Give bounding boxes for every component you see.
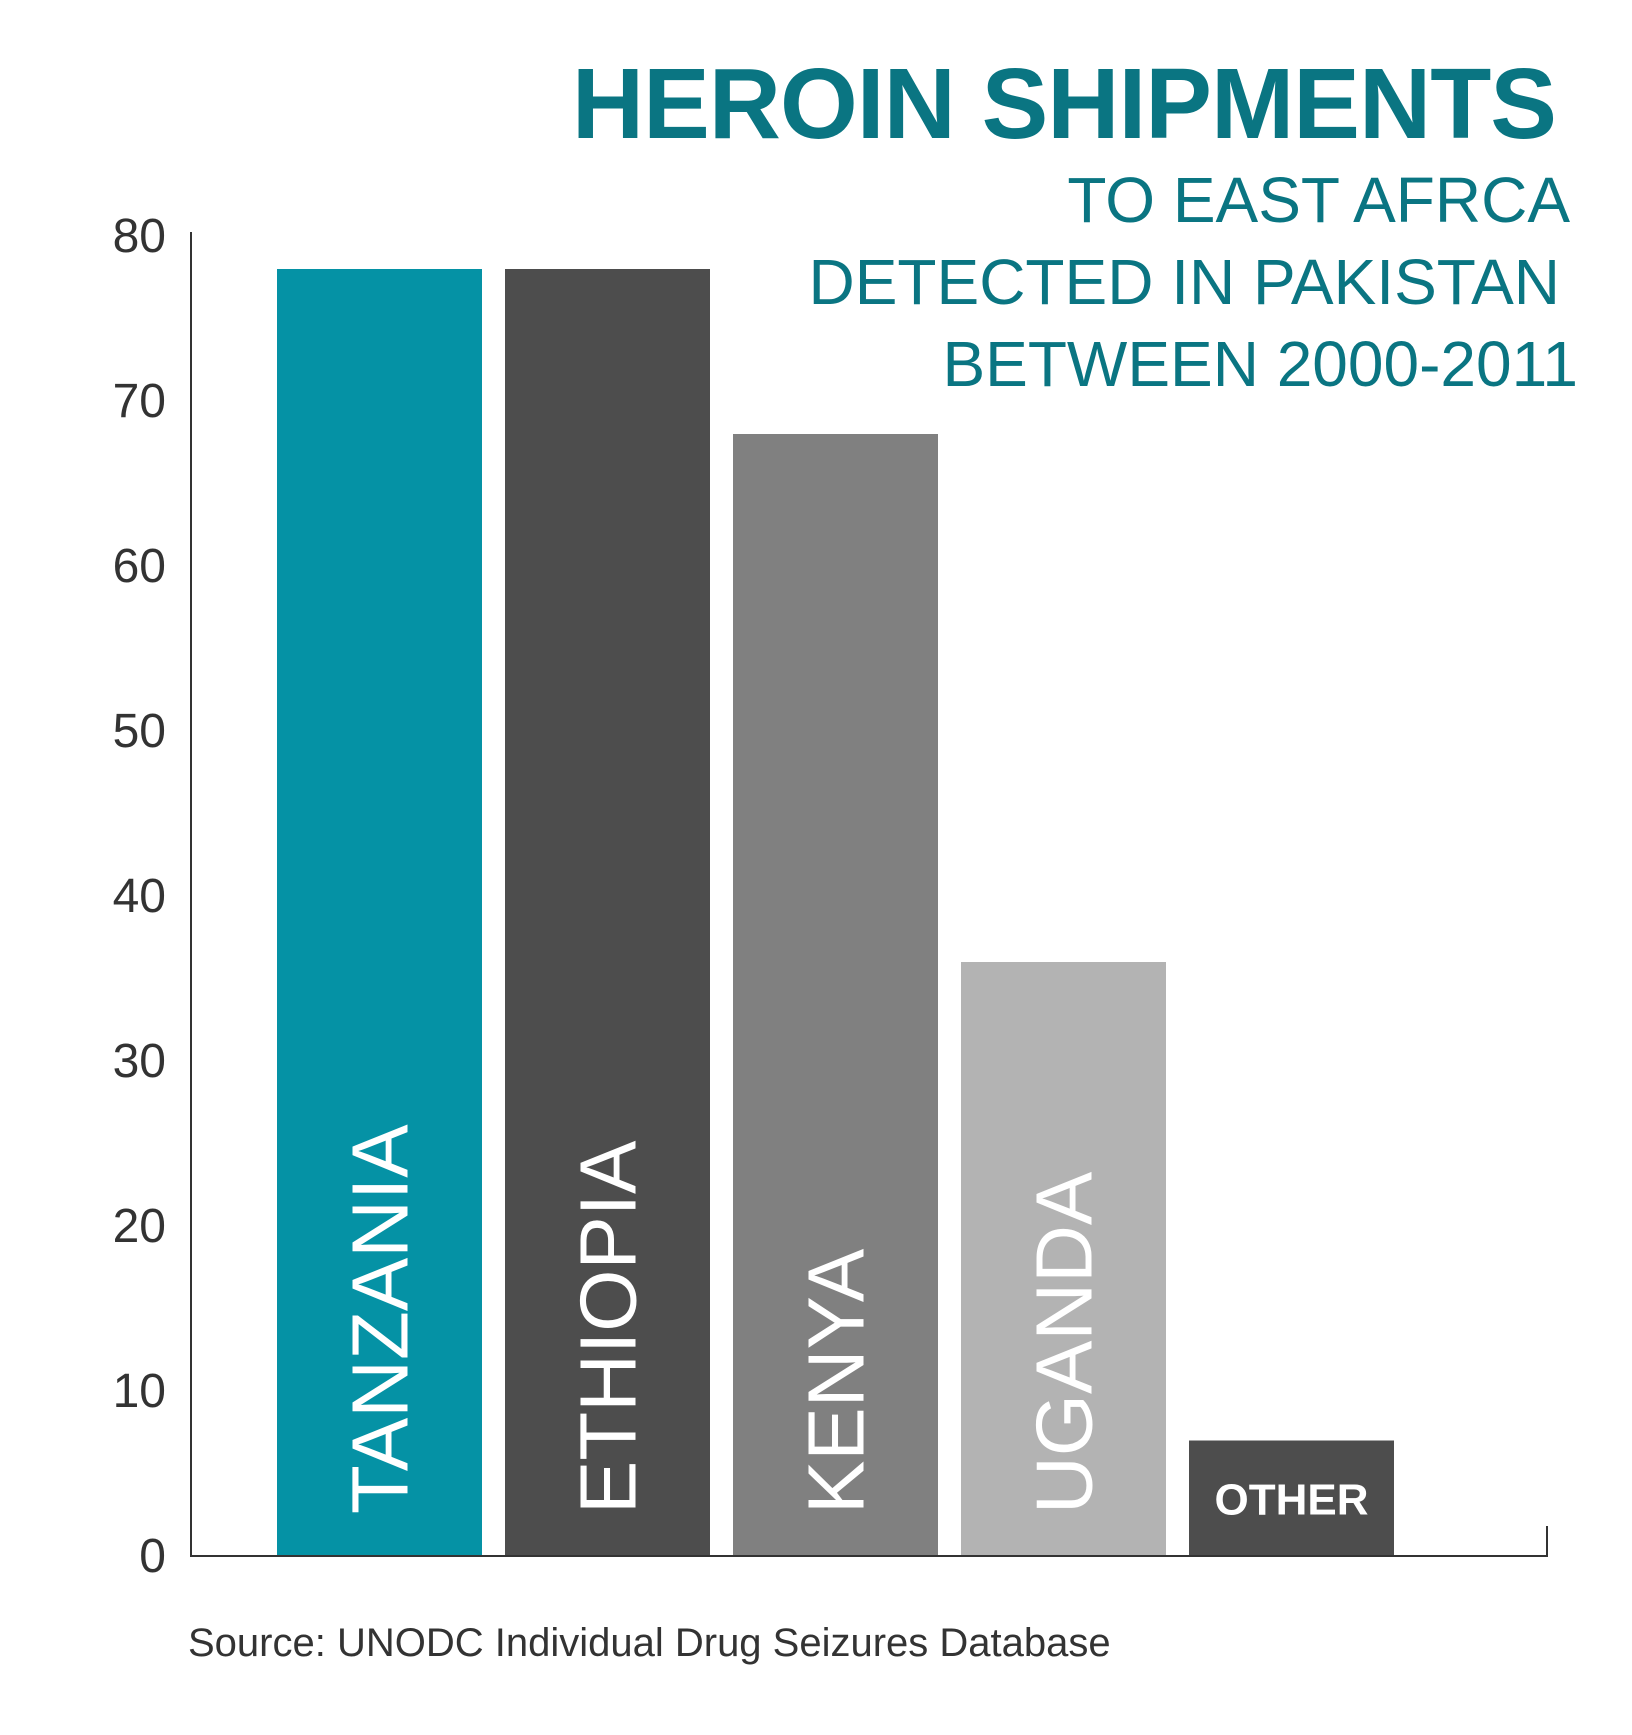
y-tick-label: 30: [113, 1035, 166, 1088]
bar-tanzania: [277, 269, 482, 1556]
bar-ethiopia: [505, 269, 710, 1556]
bar-kenya: [733, 434, 938, 1556]
bar-uganda: [961, 962, 1166, 1556]
y-tick-label: 0: [139, 1530, 166, 1583]
source-note: Source: UNODC Individual Drug Seizures D…: [188, 1621, 1111, 1665]
bar-label-kenya: KENYA: [792, 1248, 881, 1514]
chart-title: HEROIN SHIPMENTS: [572, 48, 1556, 160]
bar-labels: TANZANIA ETHIOPIA KENYA UGANDA OTHER: [336, 1124, 1369, 1525]
y-tick-label: 20: [113, 1200, 166, 1253]
y-tick-label: 80: [113, 210, 166, 263]
y-tick-label: 40: [113, 870, 166, 923]
bar-other: [1189, 1440, 1394, 1556]
y-tick-label: 10: [113, 1365, 166, 1418]
y-axis-ticks: 0 10 20 30 40 50 60 70 80: [113, 210, 166, 1583]
bar-label-tanzania: TANZANIA: [336, 1124, 425, 1514]
y-tick-label: 50: [113, 705, 166, 758]
bar-label-ethiopia: ETHIOPIA: [564, 1140, 653, 1514]
bar-label-uganda: UGANDA: [1020, 1171, 1109, 1514]
bars: [277, 269, 1394, 1556]
y-tick-label: 70: [113, 375, 166, 428]
chart-subtitle-line-3: BETWEEN 2000-2011: [942, 328, 1578, 400]
y-tick-label: 60: [113, 540, 166, 593]
chart-subtitle-line-1: TO EAST AFRCA: [1067, 164, 1570, 236]
chart-subtitle-line-2: DETECTED IN PAKISTAN: [809, 246, 1561, 318]
bar-label-other: OTHER: [1215, 1475, 1369, 1524]
